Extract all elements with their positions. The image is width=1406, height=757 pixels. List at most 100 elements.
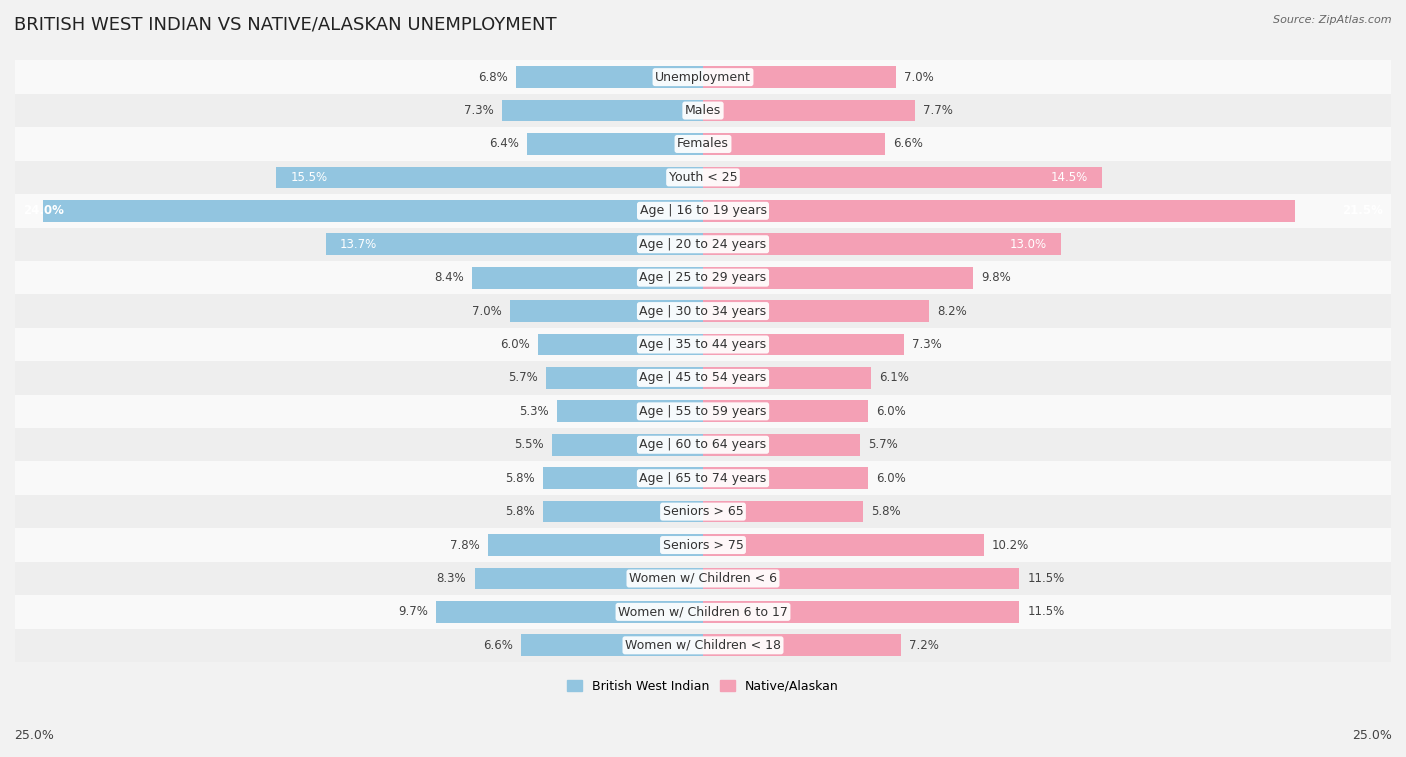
Text: 11.5%: 11.5% bbox=[1028, 606, 1064, 618]
Bar bbox=[472, 266, 703, 288]
Text: 6.0%: 6.0% bbox=[501, 338, 530, 351]
Text: 7.3%: 7.3% bbox=[912, 338, 942, 351]
Text: 25.0%: 25.0% bbox=[14, 729, 53, 742]
Bar bbox=[703, 67, 896, 88]
Bar bbox=[527, 133, 703, 155]
Bar bbox=[15, 294, 1391, 328]
Bar bbox=[15, 361, 1391, 394]
Text: 24.0%: 24.0% bbox=[24, 204, 65, 217]
Bar bbox=[557, 400, 703, 422]
Text: BRITISH WEST INDIAN VS NATIVE/ALASKAN UNEMPLOYMENT: BRITISH WEST INDIAN VS NATIVE/ALASKAN UN… bbox=[14, 15, 557, 33]
Bar bbox=[703, 233, 1060, 255]
Bar bbox=[522, 634, 703, 656]
Text: 8.3%: 8.3% bbox=[437, 572, 467, 585]
Text: 8.2%: 8.2% bbox=[936, 304, 967, 318]
Bar bbox=[488, 534, 703, 556]
Bar bbox=[703, 334, 904, 355]
Text: 5.8%: 5.8% bbox=[506, 505, 536, 518]
Text: 13.7%: 13.7% bbox=[340, 238, 377, 251]
Text: Seniors > 65: Seniors > 65 bbox=[662, 505, 744, 518]
Bar bbox=[703, 133, 884, 155]
Text: Males: Males bbox=[685, 104, 721, 117]
Bar bbox=[326, 233, 703, 255]
Text: Age | 60 to 64 years: Age | 60 to 64 years bbox=[640, 438, 766, 451]
Bar bbox=[703, 367, 870, 389]
Text: Youth < 25: Youth < 25 bbox=[669, 171, 737, 184]
Bar bbox=[15, 160, 1391, 194]
Bar bbox=[15, 562, 1391, 595]
Bar bbox=[277, 167, 703, 188]
Bar bbox=[703, 400, 868, 422]
Text: Age | 30 to 34 years: Age | 30 to 34 years bbox=[640, 304, 766, 318]
Bar bbox=[475, 568, 703, 590]
Bar bbox=[15, 127, 1391, 160]
Bar bbox=[436, 601, 703, 623]
Bar bbox=[703, 200, 1295, 222]
Text: 7.7%: 7.7% bbox=[924, 104, 953, 117]
Text: Age | 20 to 24 years: Age | 20 to 24 years bbox=[640, 238, 766, 251]
Bar bbox=[15, 394, 1391, 428]
Bar bbox=[538, 334, 703, 355]
Bar bbox=[42, 200, 703, 222]
Bar bbox=[15, 595, 1391, 628]
Text: Source: ZipAtlas.com: Source: ZipAtlas.com bbox=[1274, 15, 1392, 25]
Text: 9.7%: 9.7% bbox=[398, 606, 427, 618]
Bar bbox=[703, 467, 868, 489]
Bar bbox=[551, 434, 703, 456]
Text: 5.5%: 5.5% bbox=[513, 438, 543, 451]
Text: 5.7%: 5.7% bbox=[868, 438, 898, 451]
Bar bbox=[703, 266, 973, 288]
Bar bbox=[15, 228, 1391, 261]
Text: 25.0%: 25.0% bbox=[1353, 729, 1392, 742]
Bar bbox=[703, 301, 929, 322]
Text: 6.4%: 6.4% bbox=[489, 138, 519, 151]
Text: 8.4%: 8.4% bbox=[434, 271, 464, 284]
Bar bbox=[703, 501, 863, 522]
Text: 6.1%: 6.1% bbox=[879, 372, 910, 385]
Bar bbox=[703, 534, 984, 556]
Text: 7.2%: 7.2% bbox=[910, 639, 939, 652]
Bar bbox=[703, 167, 1102, 188]
Bar bbox=[15, 328, 1391, 361]
Text: Seniors > 75: Seniors > 75 bbox=[662, 538, 744, 552]
Text: 5.3%: 5.3% bbox=[519, 405, 548, 418]
Bar bbox=[543, 501, 703, 522]
Text: 6.8%: 6.8% bbox=[478, 70, 508, 83]
Text: Age | 55 to 59 years: Age | 55 to 59 years bbox=[640, 405, 766, 418]
Bar bbox=[15, 194, 1391, 228]
Text: 7.0%: 7.0% bbox=[904, 70, 934, 83]
Bar bbox=[502, 100, 703, 121]
Bar bbox=[15, 261, 1391, 294]
Text: 5.8%: 5.8% bbox=[870, 505, 900, 518]
Text: 6.6%: 6.6% bbox=[893, 138, 922, 151]
Bar bbox=[516, 67, 703, 88]
Text: Women w/ Children < 6: Women w/ Children < 6 bbox=[628, 572, 778, 585]
Bar bbox=[15, 495, 1391, 528]
Bar bbox=[703, 634, 901, 656]
Legend: British West Indian, Native/Alaskan: British West Indian, Native/Alaskan bbox=[562, 675, 844, 698]
Text: 14.5%: 14.5% bbox=[1052, 171, 1088, 184]
Text: 5.7%: 5.7% bbox=[508, 372, 538, 385]
Bar bbox=[15, 428, 1391, 462]
Bar bbox=[15, 628, 1391, 662]
Bar bbox=[15, 94, 1391, 127]
Text: 15.5%: 15.5% bbox=[290, 171, 328, 184]
Text: 6.6%: 6.6% bbox=[484, 639, 513, 652]
Bar bbox=[510, 301, 703, 322]
Bar bbox=[703, 568, 1019, 590]
Text: 6.0%: 6.0% bbox=[876, 472, 905, 484]
Bar bbox=[703, 601, 1019, 623]
Text: 9.8%: 9.8% bbox=[981, 271, 1011, 284]
Text: 21.5%: 21.5% bbox=[1341, 204, 1382, 217]
Text: 5.8%: 5.8% bbox=[506, 472, 536, 484]
Bar bbox=[15, 462, 1391, 495]
Text: 10.2%: 10.2% bbox=[993, 538, 1029, 552]
Text: Age | 25 to 29 years: Age | 25 to 29 years bbox=[640, 271, 766, 284]
Text: Women w/ Children 6 to 17: Women w/ Children 6 to 17 bbox=[619, 606, 787, 618]
Bar bbox=[546, 367, 703, 389]
Text: 7.0%: 7.0% bbox=[472, 304, 502, 318]
Text: 6.0%: 6.0% bbox=[876, 405, 905, 418]
Bar bbox=[543, 467, 703, 489]
Text: Age | 16 to 19 years: Age | 16 to 19 years bbox=[640, 204, 766, 217]
Bar bbox=[703, 100, 915, 121]
